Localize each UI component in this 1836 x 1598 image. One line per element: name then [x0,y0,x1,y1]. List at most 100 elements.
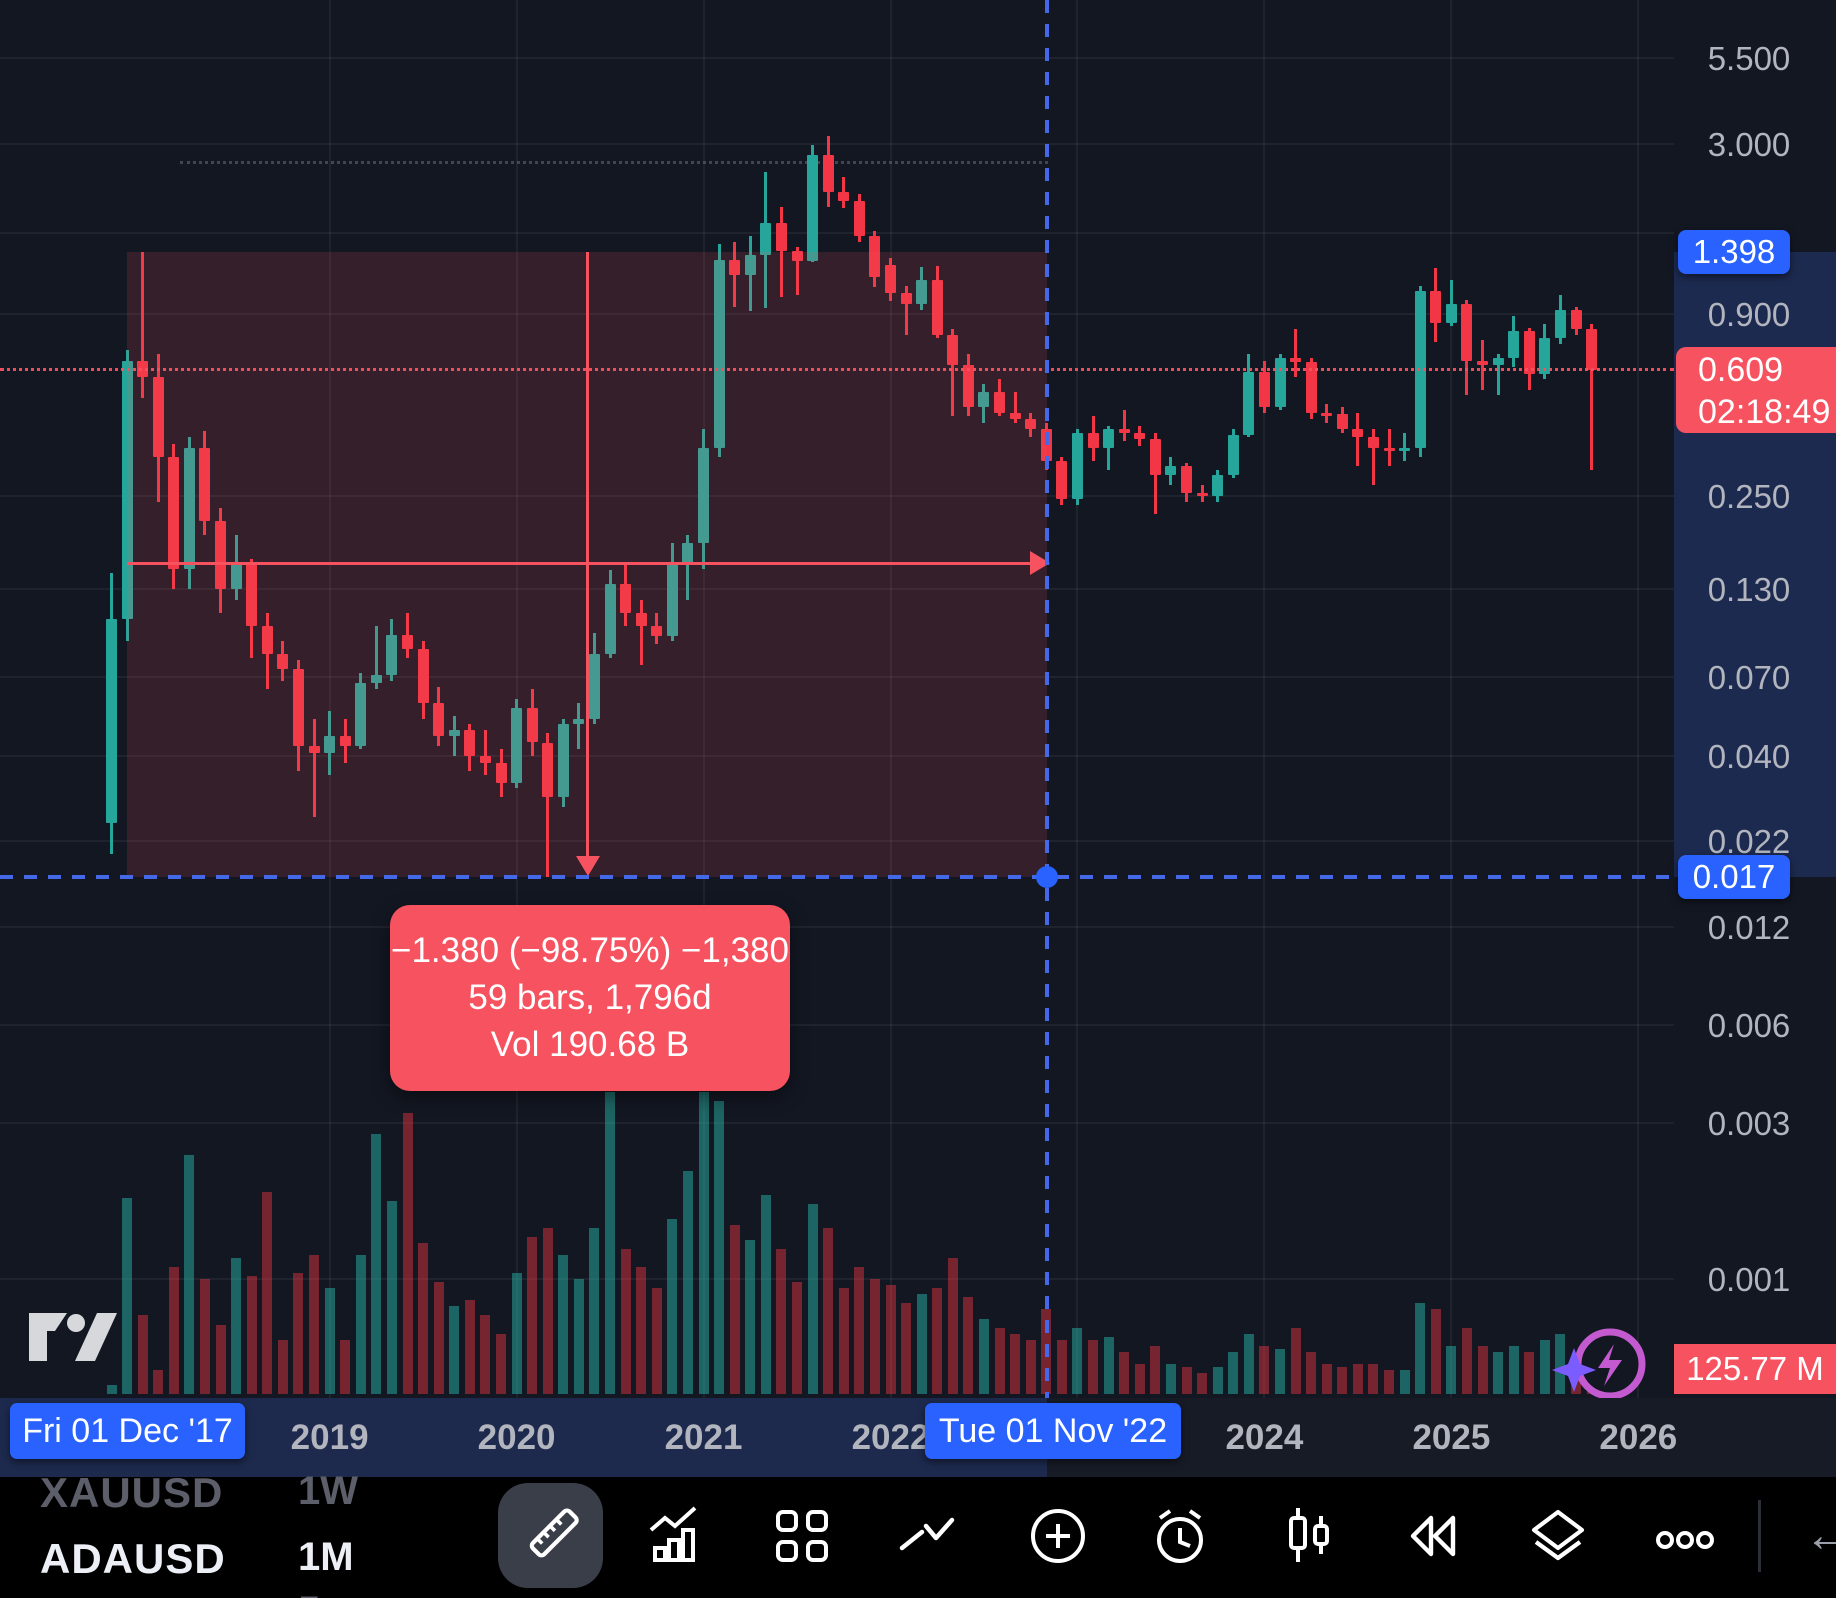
volume-bar-2023-03 [1103,1336,1114,1394]
volume-bar-2019-06 [402,1113,413,1394]
watchlist-item-adausd[interactable]: ADAUSD [40,1535,226,1582]
grid-hline [0,1278,1674,1281]
candle-wick-2021-07 [795,246,799,296]
watchlist-item-linkusd[interactable]: LINKUSD [40,1589,234,1598]
price-axis[interactable]: 5.5003.0001.6000.9000.2500.1300.0700.040… [1674,0,1836,1398]
candle-2022-06 [962,365,974,407]
candle-2024-08 [1367,436,1379,449]
volume-bar-2019-10 [464,1300,475,1394]
candle-wick-2019-09 [452,716,456,757]
watchlist-tf-xauusd[interactable]: 1W [298,1469,358,1513]
volume-bar-2020-04 [558,1255,569,1394]
measure-change: −1.380 (−98.75%) −1,380 [391,931,789,970]
candle-2023-07 [1165,465,1177,476]
candle-2019-09 [448,730,460,737]
volume-bar-2023-07 [1165,1363,1176,1394]
candle-2020-09 [635,612,647,627]
candle-wick-2025-01 [1449,279,1453,326]
candle-2017-11 [106,619,117,823]
candle-2021-06 [775,222,787,251]
candle-2020-04 [557,724,569,797]
volume-bar-2019-04 [371,1134,382,1394]
flash-boost-icon[interactable] [1536,1312,1660,1420]
measure-bars: 59 bars, 1,796d [468,978,712,1017]
crosshair-handle[interactable] [1036,866,1058,888]
candle-2020-07 [604,583,616,655]
candle-2019-11 [479,756,491,764]
candle-2025-08 [1554,309,1566,339]
volume-bar-2024-07 [1352,1363,1363,1394]
volume-bar-2025-07 [1539,1339,1550,1394]
volume-bar-2021-07 [792,1282,803,1394]
volume-bar-2019-02 [340,1339,351,1394]
candle-2023-08 [1181,465,1193,494]
candle-2022-02 [900,292,912,304]
indicators-icon[interactable] [643,1504,707,1568]
measure-down-arrow-icon [576,856,600,876]
volume-bar-2023-11 [1228,1351,1239,1394]
more-icon[interactable] [1653,1504,1717,1568]
volume-bar-2023-10 [1212,1366,1223,1394]
candle-wick-2024-10 [1403,433,1407,462]
volume-bar-2023-04 [1119,1351,1130,1394]
chart-canvas[interactable] [0,0,1674,1398]
candle-wick-2019-04 [374,626,378,690]
candle-2020-10 [651,626,663,637]
back-arrow-icon[interactable]: ← [1804,1509,1836,1562]
grid-vline [889,0,892,1398]
ruler-tool-button[interactable] [498,1483,603,1588]
volume-bar-2019-03 [355,1255,366,1394]
chart-type-candles-icon[interactable] [1276,1504,1340,1568]
volume-bar-2023-06 [1150,1345,1161,1394]
last-price-badge: 0.609 02:18:49 [1676,347,1836,433]
time-tick-2024: 2024 [1225,1418,1304,1457]
replay-rewind-icon[interactable] [1401,1504,1465,1568]
volume-bar-2025-02 [1461,1327,1472,1394]
watchlist-tf-adausd[interactable]: 1M [298,1535,354,1579]
volume-bar-2020-09 [636,1267,647,1394]
measure-start-price-badge: 1.398 [1678,230,1790,274]
watchlist-item-xauusd[interactable]: XAUUSD [40,1469,224,1516]
candle-2021-02 [713,260,725,449]
volume-bar-2018-12 [309,1255,320,1394]
time-axis[interactable]: 2019 2020 2021 2022 2024 2025 2026 Fri 01 Dec … [0,1398,1836,1477]
alert-clock-icon[interactable] [1148,1504,1212,1568]
candle-2025-01 [1445,303,1457,323]
candle-wick-2023-03 [1107,425,1111,471]
candle-wick-2024-03 [1294,329,1298,377]
volume-bar-2025-06 [1524,1351,1535,1394]
ruler-icon [529,1508,579,1558]
candle-2021-08 [807,154,819,262]
candle-2023-11 [1227,434,1239,476]
add-circle-icon[interactable] [1026,1504,1090,1568]
candle-2018-10 [277,654,289,669]
candle-2025-06 [1523,331,1535,375]
candle-2020-11 [666,563,678,637]
price-tick-5.500: 5.500 [1707,39,1791,77]
chart-grid [0,0,1674,1398]
volume-bar-2022-06 [963,1297,974,1394]
candle-2020-02 [526,708,538,743]
grid-vline [328,0,331,1398]
candle-2019-07 [417,649,429,704]
time-tick-2021: 2021 [664,1418,743,1457]
layers-icon[interactable] [1526,1504,1590,1568]
candle-2021-03 [729,260,741,275]
drawings-icon[interactable] [896,1504,960,1568]
volume-bar-2022-10 [1025,1339,1036,1394]
candle-2021-04 [744,254,756,275]
volume-bar-2018-11 [293,1273,304,1394]
price-tick-0.001: 0.001 [1707,1261,1791,1299]
candle-2023-09 [1196,493,1208,497]
watchlist-tf-linkusd[interactable]: 5m [298,1589,356,1598]
templates-grid-icon[interactable] [770,1504,834,1568]
candle-2021-07 [791,250,803,262]
volume-bar-2024-04 [1306,1351,1317,1394]
candle-2025-09 [1570,309,1582,330]
candle-2018-04 [183,448,195,569]
volume-bar-2019-05 [386,1200,397,1394]
volume-bar-2020-05 [573,1279,584,1394]
volume-bar-2020-03 [542,1227,553,1394]
candle-2019-10 [464,730,476,757]
candle-2020-06 [588,654,600,719]
